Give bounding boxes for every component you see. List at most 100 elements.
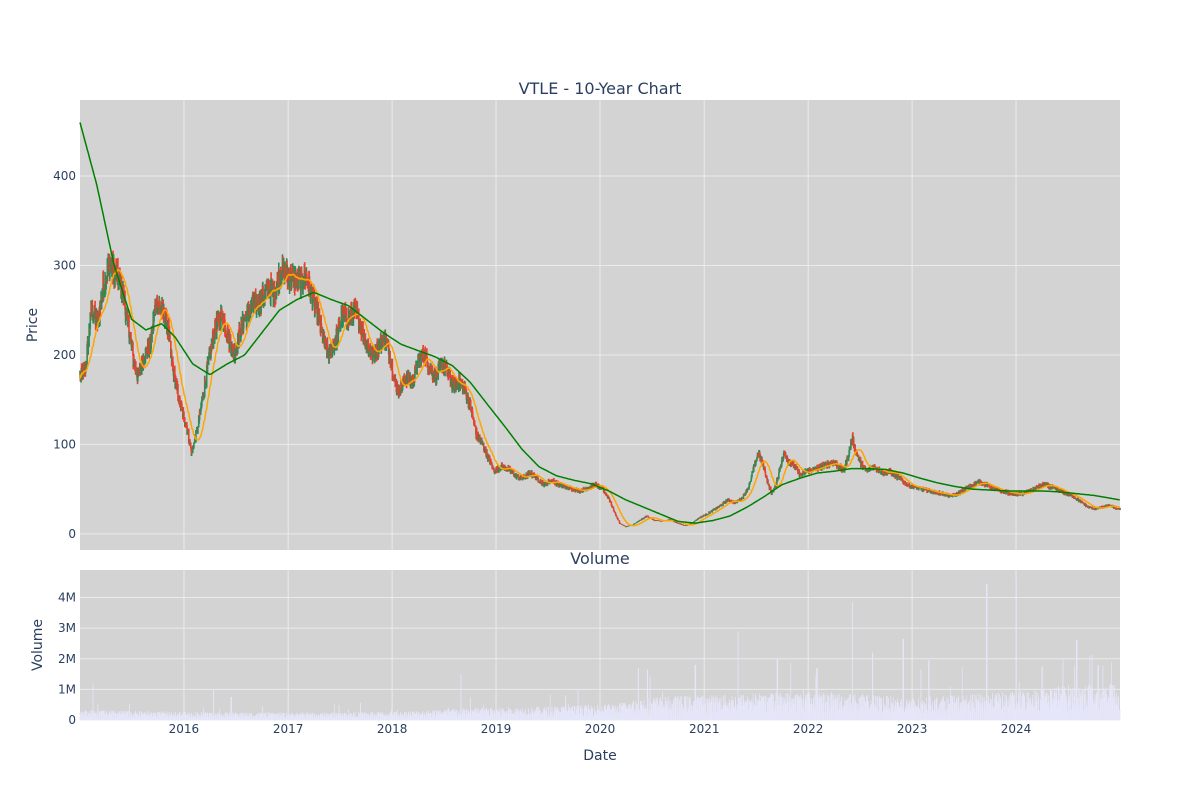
volume-bar: [150, 717, 151, 721]
volume-bar: [102, 711, 103, 720]
volume-bar: [728, 703, 729, 720]
volume-bar: [943, 696, 944, 720]
volume-bar: [483, 716, 484, 721]
volume-bar: [196, 718, 197, 720]
volume-bar: [770, 698, 771, 720]
volume-bar: [114, 713, 115, 720]
volume-bar: [315, 718, 316, 720]
volume-bar: [493, 715, 494, 720]
volume-bar: [110, 712, 111, 721]
volume-bar: [780, 694, 781, 720]
volume-bar: [255, 716, 256, 721]
volume-bar: [979, 705, 980, 720]
volume-bar: [261, 713, 262, 720]
volume-bar: [497, 711, 498, 720]
volume-bar: [796, 712, 797, 720]
volume-bar: [816, 675, 817, 720]
volume-bar: [819, 692, 820, 720]
volume-bar: [122, 716, 123, 720]
volume-bar: [136, 713, 137, 720]
volume-bar: [401, 714, 402, 720]
volume-bar: [562, 707, 563, 720]
volume-bar: [477, 713, 478, 720]
volume-bar: [437, 714, 438, 720]
volume-bar: [439, 714, 440, 720]
volume-bar: [568, 704, 569, 720]
volume-bar: [481, 710, 482, 721]
volume-bar: [694, 705, 695, 720]
volume-bar: [690, 700, 691, 720]
volume-bar: [841, 696, 842, 720]
volume-bar: [578, 706, 579, 720]
volume-bar: [899, 707, 900, 720]
volume-bar: [746, 702, 747, 720]
volume-bar: [660, 697, 661, 720]
volume-bar: [395, 712, 396, 720]
volume-bar: [343, 717, 344, 720]
volume-bar: [879, 698, 880, 720]
volume-bar: [550, 715, 551, 720]
volume-bar: [939, 704, 940, 720]
volume-bar: [435, 717, 436, 720]
volume-bar: [530, 714, 531, 720]
volume-bar: [885, 706, 886, 720]
volume-bar: [670, 707, 671, 720]
volume-bar: [341, 716, 342, 720]
volume-bar: [857, 710, 858, 720]
volume-bar: [772, 696, 773, 720]
volume-bar: [546, 708, 547, 720]
volume-bar: [540, 714, 541, 720]
volume-bar: [955, 703, 956, 720]
volume-bar: [668, 714, 669, 720]
volume-bar: [237, 716, 238, 720]
volume-bar: [977, 701, 978, 720]
volume-bar: [935, 713, 936, 721]
volume-bar: [174, 717, 175, 720]
volume-bar: [598, 709, 599, 720]
volume-bar: [698, 714, 699, 721]
volume-bar: [208, 718, 209, 720]
volume-bar: [995, 695, 996, 720]
volume-bar: [325, 716, 326, 720]
volume-bar: [369, 717, 370, 720]
volume-bar: [768, 697, 769, 720]
volume-bar: [804, 711, 805, 720]
volume-bar: [608, 704, 609, 720]
volume-bar: [580, 708, 581, 720]
volume-bar: [656, 708, 657, 720]
volume-bar: [949, 704, 950, 720]
volume-bar: [403, 716, 404, 721]
volume-bar: [495, 713, 496, 720]
volume-bar: [188, 713, 189, 720]
price-y-tick-label: 200: [53, 348, 76, 362]
volume-bar: [166, 717, 167, 720]
volume-bar: [818, 695, 819, 720]
volume-bar: [570, 711, 571, 720]
volume-bar: [544, 707, 545, 720]
volume-bar: [1001, 709, 1002, 720]
volume-bar: [869, 707, 870, 720]
volume-bar: [913, 699, 914, 720]
volume-bar: [518, 710, 519, 720]
volume-bar: [473, 712, 474, 720]
volume-bar: [760, 696, 761, 721]
volume-bar: [566, 711, 567, 720]
volume-bar: [851, 713, 852, 720]
volume-bar: [975, 712, 976, 720]
volume-bar: [835, 699, 836, 721]
volume-bar: [509, 709, 510, 720]
volume-bar: [516, 708, 517, 720]
volume-bar: [489, 715, 490, 720]
volume-bar: [168, 718, 169, 720]
volume-bar: [718, 703, 719, 720]
volume-bar: [971, 701, 972, 720]
price-y-tick-label: 0: [68, 527, 76, 541]
volume-bar: [80, 717, 81, 720]
volume-bar: [469, 711, 470, 720]
volume-bar: [457, 714, 458, 721]
volume-bar: [560, 712, 561, 720]
volume-bar: [877, 711, 878, 720]
volume-bar: [837, 710, 838, 720]
volume-bar: [1011, 696, 1012, 720]
